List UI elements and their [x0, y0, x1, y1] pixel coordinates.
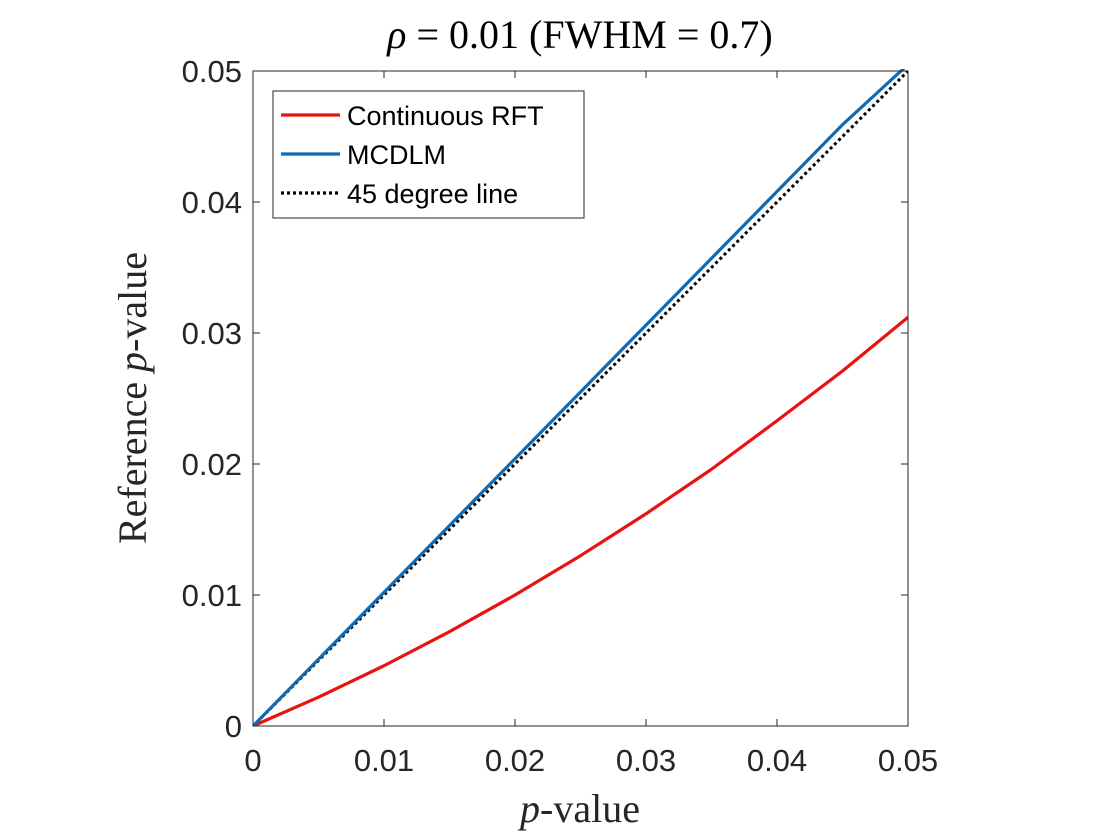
x-tick-label: 0 [244, 743, 261, 778]
y-tick-label: 0.04 [182, 185, 242, 220]
y-tick-label: 0.05 [182, 54, 242, 89]
legend-label: 45 degree line [347, 179, 518, 209]
chart-title: ρ = 0.01 (FWHM = 0.7) [385, 12, 772, 57]
legend-label: Continuous RFT [347, 101, 544, 131]
x-axis-label-text: -value [540, 786, 640, 831]
y-axis: 0 0.01 0.02 0.03 0.04 0.05 [182, 54, 908, 744]
series-line-45-degree-line [253, 69, 908, 726]
y-axis-label-text: -value [110, 252, 155, 352]
plot-area [253, 69, 908, 726]
x-tick-label: 0.04 [747, 743, 807, 778]
axes-frame [252, 70, 909, 727]
y-axis-label-symbol: p [110, 352, 155, 375]
y-axis-label: Reference p-value [110, 252, 155, 544]
x-tick-label: 0.01 [354, 743, 414, 778]
x-axis: 0 0.01 0.02 0.03 0.04 0.05 [244, 71, 938, 778]
x-axis-label-symbol: p [517, 786, 540, 831]
y-axis-label-prefix: Reference [110, 372, 155, 544]
series-line-mcdlm [253, 69, 906, 726]
legend-label: MCDLM [347, 140, 446, 170]
x-tick-label: 0.02 [485, 743, 545, 778]
y-tick-label: 0.01 [182, 578, 242, 613]
y-tick-label: 0.02 [182, 447, 242, 482]
x-tick-label: 0.05 [878, 743, 938, 778]
y-tick-label: 0 [225, 709, 242, 744]
legend: Continuous RFT MCDLM 45 degree line [272, 90, 585, 219]
title-symbol: ρ [385, 12, 406, 57]
title-text: = 0.01 (FWHM = 0.7) [406, 12, 772, 57]
series-line-continuous-rft [253, 316, 908, 726]
y-tick-label: 0.03 [182, 316, 242, 351]
x-tick-label: 0.03 [616, 743, 676, 778]
x-axis-label: p-value [517, 786, 640, 831]
